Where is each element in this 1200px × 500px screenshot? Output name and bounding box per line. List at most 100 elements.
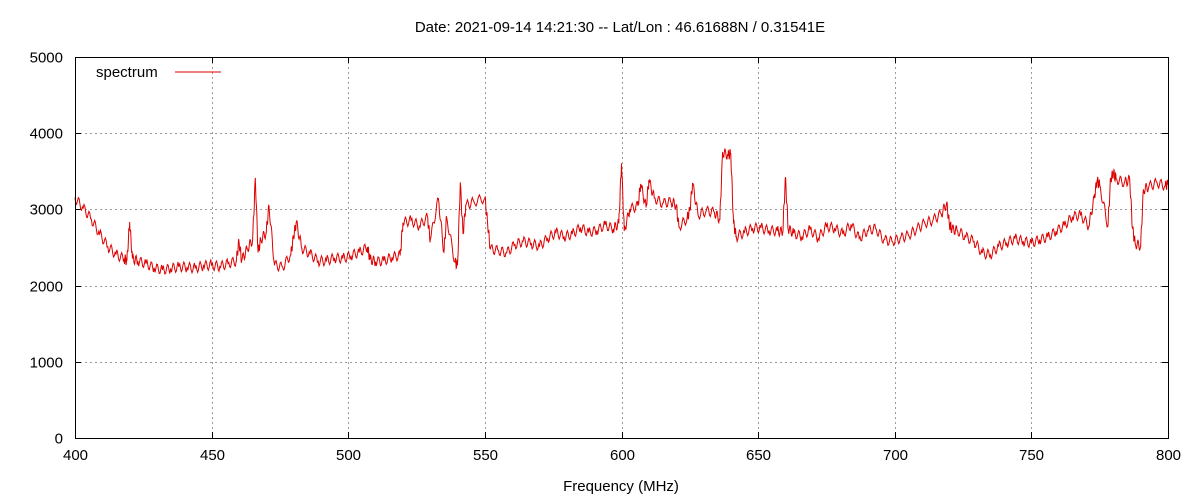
data-point — [776, 230, 778, 232]
x-tick-label: 800 — [1156, 447, 1181, 464]
y-tick-label: 4000 — [30, 126, 63, 143]
data-point — [1107, 225, 1109, 227]
data-point — [787, 228, 789, 230]
grid-layer — [75, 57, 1168, 438]
data-point — [850, 224, 852, 226]
data-point — [653, 197, 655, 199]
data-point — [727, 154, 729, 156]
data-point — [842, 233, 844, 235]
data-point — [760, 227, 762, 229]
data-point — [530, 243, 532, 245]
data-point — [539, 245, 540, 247]
data-point — [1134, 243, 1136, 245]
data-point — [891, 240, 893, 242]
data-point — [211, 264, 213, 266]
data-point — [429, 239, 431, 241]
data-point — [899, 237, 901, 239]
data-point — [410, 219, 412, 221]
x-tick-label: 450 — [200, 447, 225, 464]
data-point — [547, 237, 549, 239]
data-point — [126, 260, 128, 261]
data-point — [227, 263, 229, 264]
data-point — [916, 228, 918, 230]
data-point — [678, 226, 680, 228]
data-point — [1080, 214, 1082, 216]
data-point — [817, 237, 819, 239]
data-point — [675, 204, 677, 206]
data-point — [580, 227, 581, 229]
data-point — [366, 247, 368, 248]
data-point — [989, 254, 991, 256]
data-point — [965, 236, 967, 238]
data-point — [571, 233, 573, 235]
data-point — [202, 265, 204, 267]
data-point — [391, 256, 393, 258]
data-point — [1115, 178, 1117, 180]
data-point — [1140, 245, 1142, 247]
x-tick-label: 550 — [473, 447, 498, 464]
data-point — [1039, 239, 1041, 241]
data-point — [1071, 216, 1073, 218]
data-point — [629, 208, 631, 210]
data-point — [640, 183, 642, 185]
data-point — [487, 222, 489, 224]
data-point — [866, 230, 868, 232]
data-point — [1014, 237, 1016, 239]
data-point — [268, 205, 270, 207]
data-point — [457, 264, 458, 266]
data-point — [924, 222, 926, 224]
x-tick-label: 700 — [883, 447, 908, 464]
y-tick-label: 2000 — [30, 279, 63, 296]
data-point — [618, 222, 620, 224]
data-point — [1030, 242, 1032, 244]
data-point — [957, 230, 959, 232]
data-point — [722, 151, 724, 153]
data-point — [443, 251, 445, 253]
data-point — [252, 239, 254, 241]
data-point — [334, 257, 336, 259]
data-point — [265, 231, 267, 233]
data-point — [1142, 189, 1144, 191]
data-point — [809, 228, 811, 230]
y-tick-label: 1000 — [30, 355, 63, 372]
data-point — [730, 153, 732, 155]
data-point — [951, 228, 953, 230]
data-point — [465, 205, 467, 207]
data-point — [358, 251, 360, 253]
data-point — [713, 211, 715, 213]
data-point — [137, 260, 139, 262]
x-tick-label: 400 — [63, 447, 88, 464]
data-point — [858, 237, 860, 239]
data-point — [612, 228, 614, 230]
data-point — [907, 234, 909, 236]
data-point — [793, 232, 795, 234]
x-axis-label: Frequency (MHz) — [563, 478, 679, 495]
data-point — [82, 207, 84, 209]
data-point — [170, 268, 172, 270]
data-point — [1110, 178, 1112, 180]
data-point — [90, 218, 92, 220]
data-point — [293, 235, 295, 237]
data-point — [692, 183, 693, 184]
data-point — [689, 209, 691, 211]
data-point — [342, 257, 344, 259]
data-point — [506, 252, 508, 254]
data-point — [1055, 231, 1057, 232]
data-point — [241, 260, 243, 261]
series-spectrum — [74, 148, 1169, 276]
data-point — [834, 227, 836, 229]
data-point — [1096, 179, 1098, 181]
data-point — [998, 245, 1000, 247]
y-tick-label: 5000 — [30, 50, 63, 67]
legend-label-spectrum: spectrum — [96, 64, 158, 81]
data-point — [1099, 184, 1101, 186]
data-point — [1132, 227, 1133, 229]
data-point — [1112, 172, 1114, 174]
data-point — [514, 244, 516, 245]
data-point — [498, 250, 499, 251]
data-point — [744, 231, 745, 233]
data-point — [825, 225, 827, 227]
data-point — [123, 258, 125, 260]
